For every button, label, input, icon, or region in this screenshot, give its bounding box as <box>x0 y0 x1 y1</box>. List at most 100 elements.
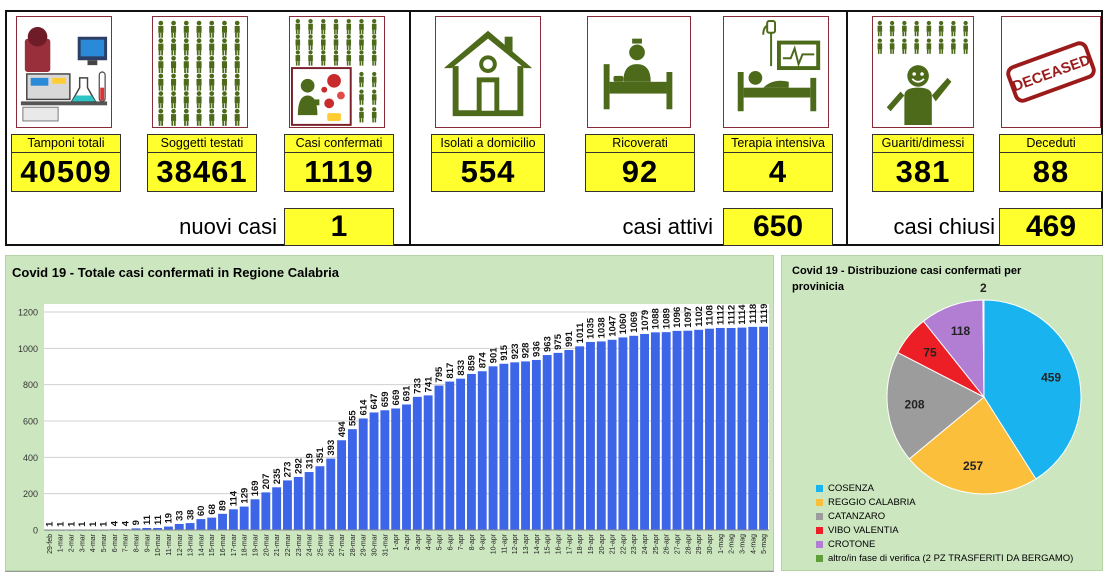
province-distribution-chart: 459 257 208 75 118 2 Covid 19 - Distribuzione… <box>781 255 1103 571</box>
x-tick-label: 7-apr <box>458 533 465 550</box>
bar-data-label: 1114 <box>737 304 748 325</box>
casi-attivi-value: 650 <box>723 208 833 246</box>
legend-swatch <box>816 526 823 534</box>
x-tick-label: 5-mag <box>761 534 768 554</box>
x-tick-label: 8-mar <box>133 533 140 552</box>
bar <box>218 513 227 530</box>
pie-slice <box>908 396 1037 495</box>
bar-data-label: 1112 <box>726 305 737 325</box>
bar-data-label: 691 <box>402 385 413 402</box>
nuovi-casi-value: 1 <box>284 208 394 246</box>
bar-data-label: 859 <box>467 355 478 371</box>
metric-soggetti-value: 38461 <box>147 153 257 192</box>
bar <box>228 509 238 530</box>
legend-entry: REGGIO CALABRIA <box>816 496 1073 510</box>
bar <box>737 327 747 530</box>
bar <box>672 330 682 530</box>
x-tick-label: 28-apr <box>685 533 692 554</box>
legend-entry: COSENZA <box>816 482 1073 496</box>
x-tick-label: 16-mar <box>220 533 227 556</box>
bar-data-label: 114 <box>229 490 240 506</box>
bar-data-label: 833 <box>456 360 467 376</box>
x-tick-label: 4-apr <box>426 533 433 550</box>
intensive-care-icon <box>723 16 829 128</box>
bar-data-label: 1089 <box>661 308 672 329</box>
x-tick-label: 20-apr <box>599 533 606 554</box>
y-tick-label: 0 <box>33 526 38 536</box>
metric-deceduti-label: Deceduti <box>999 134 1103 153</box>
bar-data-label: 1 <box>55 521 66 527</box>
legend-entry: CATANZARO <box>816 510 1073 524</box>
nuovi-casi-label: nuovi casi <box>179 214 277 239</box>
bar <box>575 346 585 530</box>
bar <box>586 341 595 530</box>
x-tick-label: 4-mar <box>90 533 97 552</box>
bar-data-label: 33 <box>174 510 185 521</box>
casi-attivi-label: casi attivi <box>622 214 713 239</box>
legend-label: REGGIO CALABRIA <box>828 497 916 508</box>
bar-data-label: 4 <box>110 520 121 526</box>
bar-data-label: 1035 <box>586 317 597 339</box>
bar <box>250 499 260 530</box>
x-tick-label: 10-apr <box>491 533 498 554</box>
house-icon <box>435 16 541 128</box>
x-tick-label: 1-mar <box>58 533 65 552</box>
bar <box>315 466 325 530</box>
metric-soggetti-label: Soggetti testati <box>147 134 257 153</box>
pie-data-label: 118 <box>951 324 971 338</box>
lab-testing-icon <box>16 16 112 128</box>
x-tick-label: 24-apr <box>642 533 649 554</box>
x-tick-label: 23-apr <box>631 533 638 554</box>
x-tick-label: 8-apr <box>469 533 476 550</box>
y-tick-label: 400 <box>23 453 38 463</box>
x-tick-label: 16-apr <box>555 533 562 554</box>
legend-swatch <box>816 498 823 506</box>
x-tick-label: 26-apr <box>664 533 671 554</box>
pie-chart-plot: 459 257 208 75 118 2 <box>886 281 1082 495</box>
legend-label: VIBO VALENTIA <box>828 525 899 536</box>
legend-swatch <box>816 554 823 562</box>
bar <box>531 359 541 530</box>
casi-chiusi-label: casi chiusi <box>893 214 995 239</box>
x-tick-label: 29-apr <box>696 533 703 554</box>
bar <box>542 355 552 530</box>
x-tick-label: 28-mar <box>350 533 357 556</box>
bar-data-label: 273 <box>283 462 294 478</box>
bar-data-label: 68 <box>207 504 218 515</box>
pie-data-label: 208 <box>905 398 925 412</box>
bar-data-label: 38 <box>185 510 196 521</box>
x-tick-label: 18-mar <box>242 533 249 556</box>
bottom-strip <box>5 571 774 579</box>
bar-chart-title: Covid 19 - Totale casi confermati in Reg… <box>12 265 340 280</box>
x-tick-label: 9-apr <box>480 533 487 550</box>
bar-data-label: 733 <box>413 378 424 394</box>
x-tick-label: 3-mar <box>79 533 86 552</box>
bar-data-label: 991 <box>564 330 575 347</box>
x-tick-label: 20-mar <box>263 533 270 556</box>
bar-data-label: 1088 <box>651 308 662 329</box>
bar-data-label: 9 <box>131 520 142 525</box>
x-tick-label: 7-mar <box>123 533 130 552</box>
x-tick-label: 13-apr <box>523 533 530 554</box>
legend-label: CROTONE <box>828 539 876 550</box>
x-tick-label: 21-apr <box>610 533 617 554</box>
bar-data-label: 1011 <box>575 322 586 343</box>
bar <box>412 396 422 530</box>
bar-data-label: 1047 <box>607 316 618 337</box>
bar <box>174 524 184 530</box>
bar-data-label: 89 <box>218 500 229 511</box>
bar-data-label: 60 <box>196 506 207 517</box>
bar-data-label: 1 <box>77 521 88 527</box>
x-tick-label: 19-mar <box>253 533 260 556</box>
bar <box>391 408 401 530</box>
bar <box>661 332 671 530</box>
bar <box>477 371 487 530</box>
bar-data-label: 1038 <box>596 317 607 338</box>
bar-data-label: 817 <box>445 363 456 379</box>
bar-data-label: 1079 <box>640 310 651 331</box>
x-tick-label: 31-mar <box>382 533 389 556</box>
bar <box>726 327 736 530</box>
bar-data-label: 319 <box>304 453 315 469</box>
x-tick-label: 11-apr <box>501 533 508 553</box>
